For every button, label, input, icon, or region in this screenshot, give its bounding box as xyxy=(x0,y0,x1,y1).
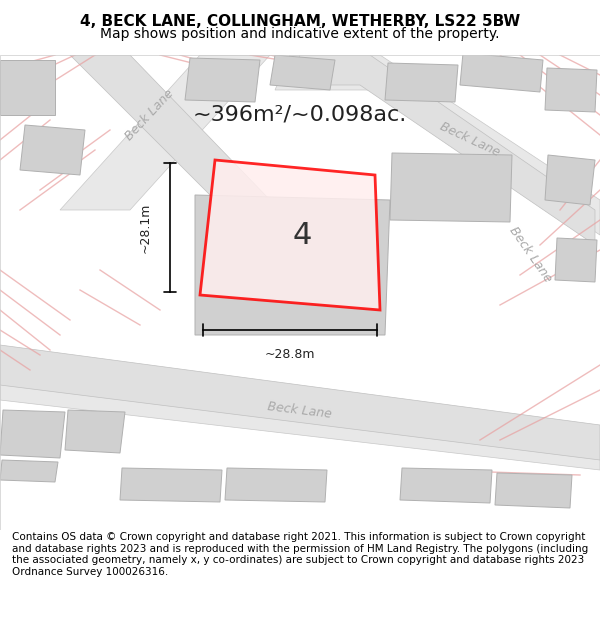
Polygon shape xyxy=(285,55,595,245)
Polygon shape xyxy=(0,460,58,482)
Polygon shape xyxy=(0,365,600,470)
Polygon shape xyxy=(120,468,222,502)
Polygon shape xyxy=(200,160,380,310)
Text: Beck Lane: Beck Lane xyxy=(506,225,554,285)
Text: ~28.8m: ~28.8m xyxy=(265,348,315,361)
Polygon shape xyxy=(60,55,270,210)
Text: Beck Lane: Beck Lane xyxy=(438,121,502,159)
Text: Beck Lane: Beck Lane xyxy=(123,87,177,143)
Text: 4, BECK LANE, COLLINGHAM, WETHERBY, LS22 5BW: 4, BECK LANE, COLLINGHAM, WETHERBY, LS22… xyxy=(80,14,520,29)
Text: Contains OS data © Crown copyright and database right 2021. This information is : Contains OS data © Crown copyright and d… xyxy=(12,532,588,577)
Text: ~396m²/~0.098ac.: ~396m²/~0.098ac. xyxy=(193,105,407,125)
Polygon shape xyxy=(185,58,260,102)
Text: 4: 4 xyxy=(293,221,312,249)
Polygon shape xyxy=(555,238,597,282)
Polygon shape xyxy=(385,63,458,102)
Polygon shape xyxy=(495,473,572,508)
Polygon shape xyxy=(545,155,595,205)
Polygon shape xyxy=(195,195,390,335)
Polygon shape xyxy=(275,55,600,235)
Text: ~28.1m: ~28.1m xyxy=(139,202,152,252)
Polygon shape xyxy=(70,55,270,200)
Polygon shape xyxy=(0,60,55,115)
Text: Beck Lane: Beck Lane xyxy=(267,399,333,421)
Polygon shape xyxy=(390,153,512,222)
Polygon shape xyxy=(225,468,327,502)
Polygon shape xyxy=(0,410,65,458)
Polygon shape xyxy=(545,68,597,112)
Polygon shape xyxy=(460,53,543,92)
Polygon shape xyxy=(270,55,335,90)
Polygon shape xyxy=(20,125,85,175)
Polygon shape xyxy=(0,345,600,460)
Polygon shape xyxy=(400,468,492,503)
Text: Map shows position and indicative extent of the property.: Map shows position and indicative extent… xyxy=(100,28,500,41)
Polygon shape xyxy=(65,410,125,453)
